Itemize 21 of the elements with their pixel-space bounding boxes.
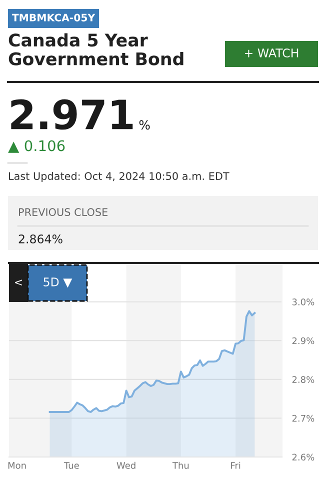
y-tick-label: 2.8%: [292, 376, 314, 383]
chart-title: Canada 5 Year Government Bond: [8, 33, 184, 66]
text: TMBMKCA-05Y: [12, 14, 96, 22]
text: 2.864%: [18, 234, 62, 244]
text: 2.971: [11, 99, 133, 130]
annotation: 5D ▼: [44, 278, 72, 288]
y-tick-label: 2.7%: [292, 414, 314, 422]
text: %: [139, 120, 150, 130]
text: Last Updated: Oct 4, 2024 10:50 a.m. EDT: [9, 172, 230, 182]
y-tick-label: 2.6%: [292, 454, 314, 461]
text: + WATCH: [245, 48, 298, 58]
y-tick-label: 3.0%: [292, 298, 314, 306]
annotation: <: [15, 280, 22, 286]
y-tick-label: 2.9%: [292, 337, 314, 344]
x-tick-label: Tue: [64, 462, 79, 469]
x-tick-label: Thu: [172, 462, 189, 469]
x-tick-label: Fri: [231, 462, 240, 469]
x-tick-label: Mon: [8, 462, 26, 469]
text: ▲ 0.106: [8, 140, 65, 153]
text: PREVIOUS CLOSE: [19, 208, 108, 216]
x-tick-label: Wed: [116, 462, 136, 469]
